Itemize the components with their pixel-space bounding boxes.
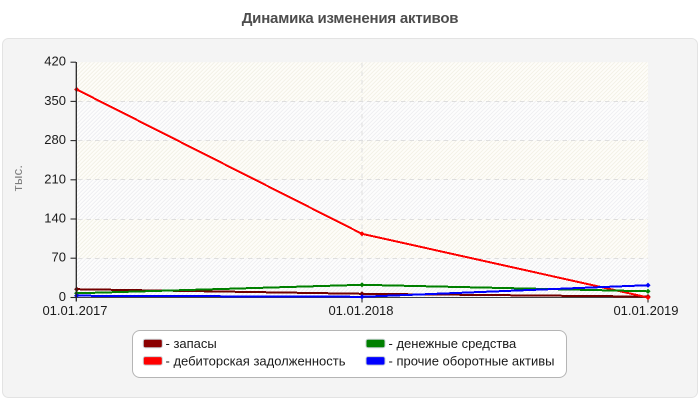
svg-text:140: 140: [44, 211, 66, 226]
svg-text:420: 420: [44, 54, 66, 69]
svg-text:01.01.2018: 01.01.2018: [328, 303, 393, 318]
svg-text:- дебиторская задолженность: - дебиторская задолженность: [166, 353, 346, 368]
svg-text:- прочие оборотные активы: - прочие оборотные активы: [389, 353, 555, 368]
svg-text:01.01.2019: 01.01.2019: [613, 303, 678, 318]
svg-text:Динамика изменения активов: Динамика изменения активов: [242, 10, 459, 27]
svg-text:350: 350: [44, 93, 66, 108]
svg-text:210: 210: [44, 171, 66, 186]
svg-text:- запасы: - запасы: [166, 336, 217, 351]
svg-text:280: 280: [44, 132, 66, 147]
svg-text:0: 0: [59, 289, 66, 304]
svg-text:01.01.2017: 01.01.2017: [42, 303, 107, 318]
svg-text:- денежные средства: - денежные средства: [389, 336, 518, 351]
svg-text:тыс.: тыс.: [10, 165, 25, 192]
svg-text:70: 70: [52, 250, 66, 265]
